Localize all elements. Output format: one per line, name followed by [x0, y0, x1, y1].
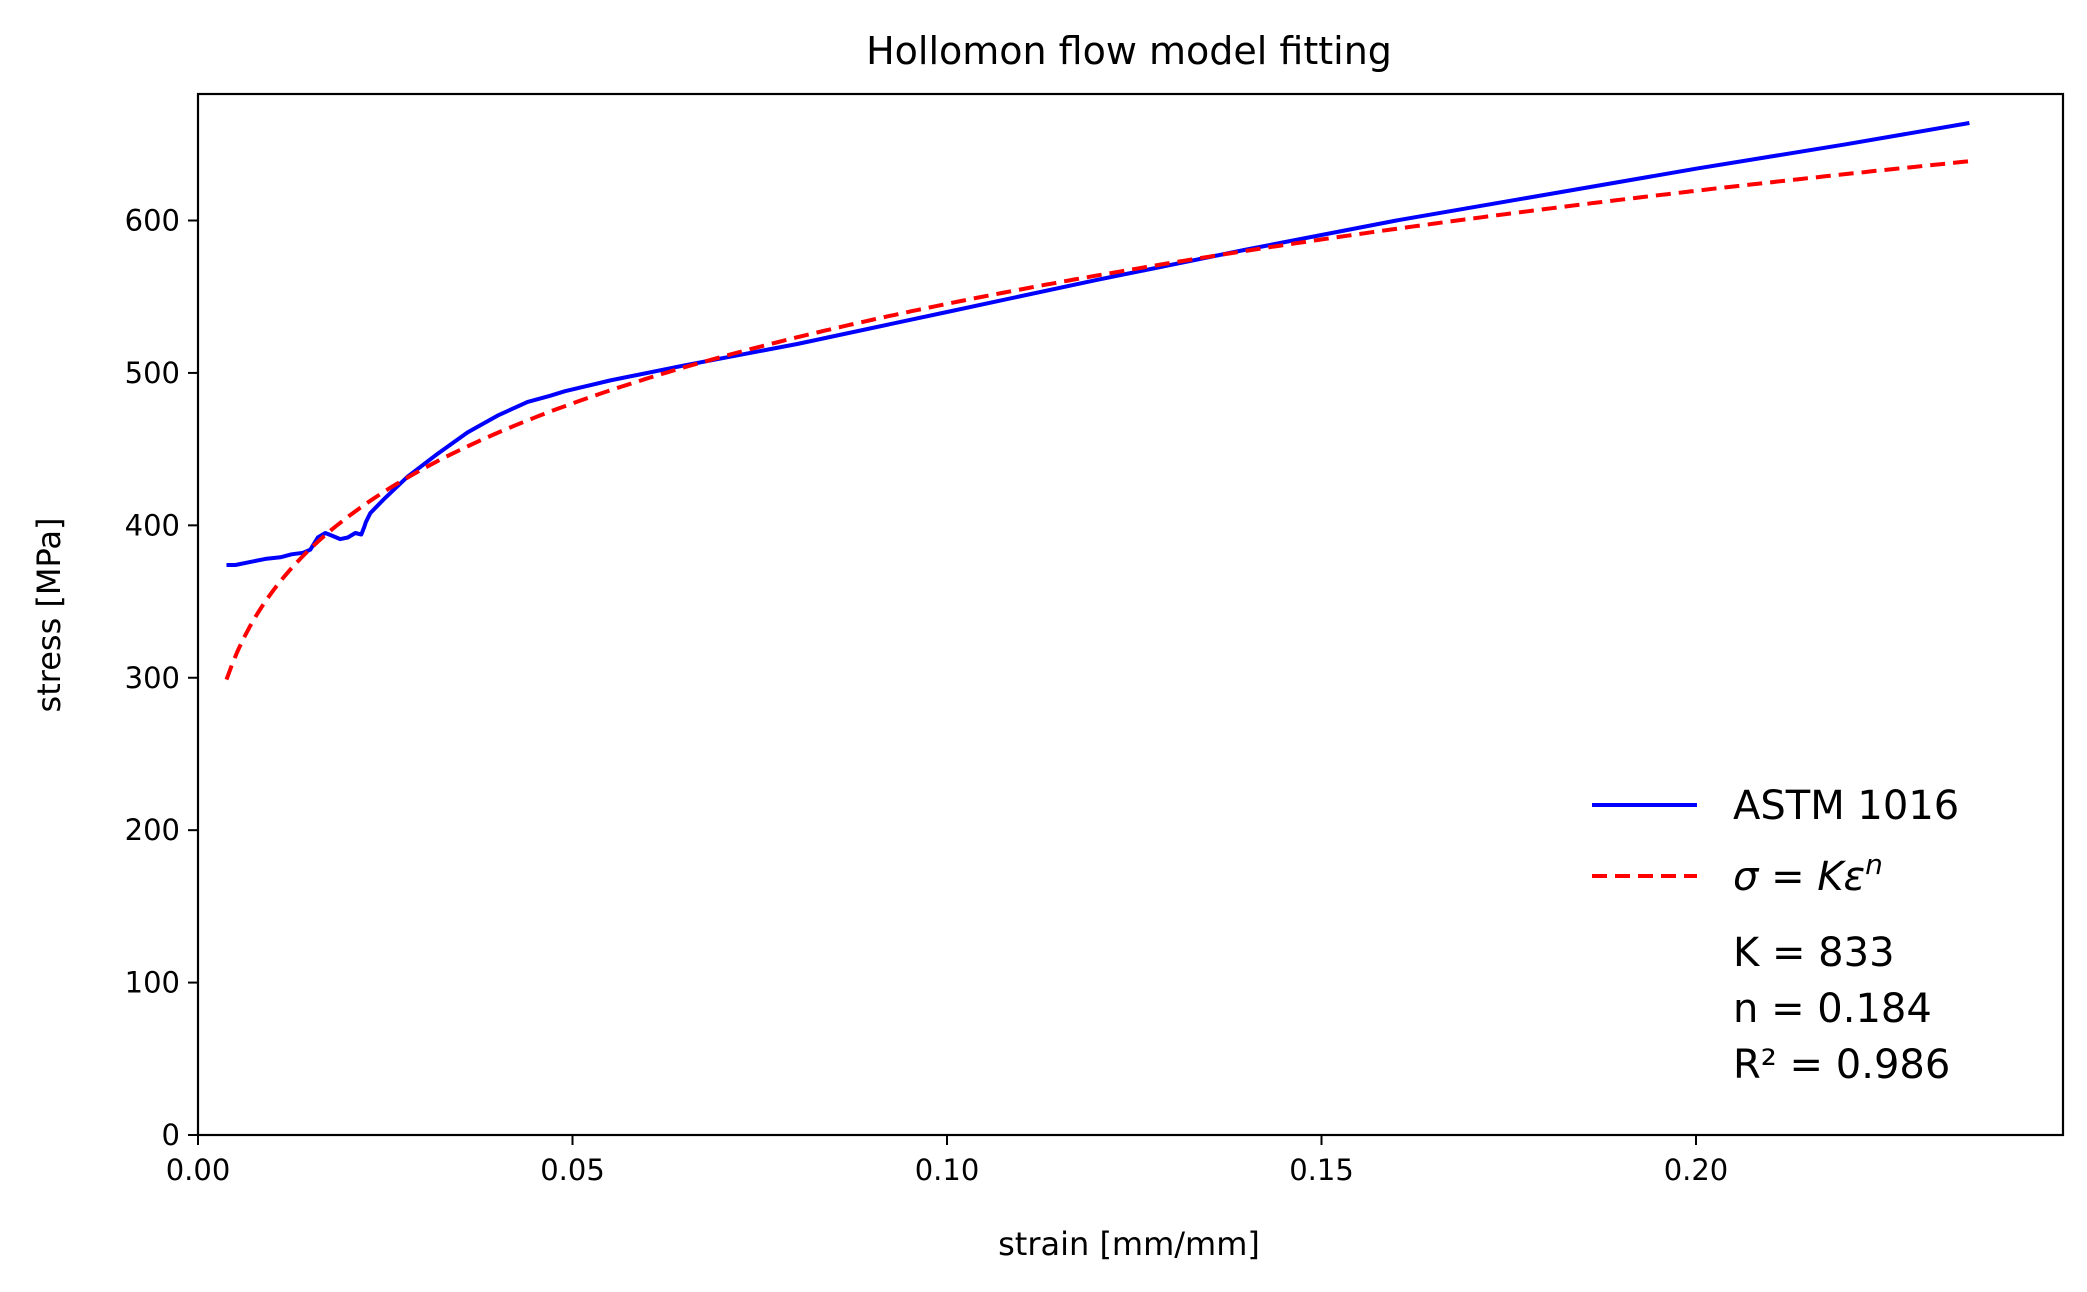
x-tick-label: 0.15 [1289, 1153, 1354, 1187]
y-tick-label: 0 [162, 1118, 180, 1152]
y-axis-label: stress [MPa] [30, 518, 68, 713]
y-tick-label: 200 [125, 813, 180, 847]
series-hollomon-fit [224, 159, 1970, 681]
y-tick-label: 600 [125, 204, 180, 238]
x-axis-ticks: 0.00 0.05 0.10 0.15 0.20 [166, 1135, 1729, 1187]
legend-label-fit: σ = Kεn [1733, 848, 1883, 901]
y-tick-label: 100 [125, 966, 180, 1000]
chart-title: Hollomon flow model fitting [866, 29, 1392, 73]
plot-frame [196, 92, 2065, 1137]
annotation-k: K = 833 [1733, 930, 1895, 976]
annotation-n: n = 0.184 [1733, 986, 1932, 1032]
x-tick-label: 0.20 [1664, 1153, 1729, 1187]
x-axis-label: strain [mm/mm] [998, 1225, 1260, 1263]
y-tick-label: 400 [125, 508, 180, 542]
y-tick-label: 500 [125, 356, 180, 390]
y-axis-ticks: 0 100 200 300 400 500 600 [125, 204, 198, 1152]
annotation-r2: R² = 0.986 [1733, 1042, 1950, 1088]
legend-label-astm: ASTM 1016 [1733, 783, 1959, 829]
plot-lines [224, 121, 1970, 681]
x-tick-label: 0.05 [540, 1153, 605, 1187]
x-tick-label: 0.10 [915, 1153, 980, 1187]
legend: ASTM 1016 σ = Kεn K = 833 n = 0.184 R² =… [1592, 783, 1959, 1088]
series-astm-1016 [226, 121, 1970, 567]
x-tick-label: 0.00 [166, 1153, 231, 1187]
y-tick-label: 300 [125, 661, 180, 695]
